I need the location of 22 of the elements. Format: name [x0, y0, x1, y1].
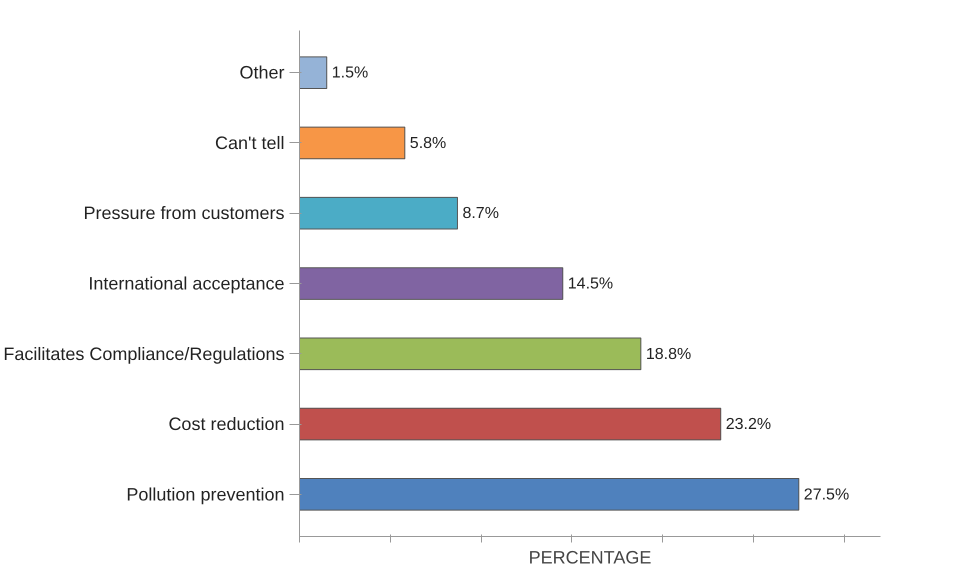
y-tick-label: Pollution prevention [126, 484, 285, 504]
data-label: 27.5% [804, 486, 850, 504]
bar [300, 337, 642, 370]
y-tick-label: Cost reduction [168, 414, 285, 434]
y-tick-label: Facilitates Compliance/Regulations [3, 344, 285, 364]
data-label: 23.2% [726, 416, 772, 434]
bar [300, 196, 458, 230]
x-axis-title: PERCENTAGE [528, 548, 652, 568]
y-tick-label: Other [239, 62, 285, 83]
data-label: 14.5% [568, 276, 614, 292]
bar [300, 126, 406, 160]
data-label: 5.8% [410, 134, 446, 152]
data-label: 8.7% [462, 205, 499, 222]
data-label: 18.8% [646, 346, 692, 363]
y-tick-label: Pressure from customers [83, 203, 285, 224]
bar [300, 478, 800, 511]
bar [300, 408, 722, 440]
y-tick-label: International acceptance [88, 274, 285, 294]
bar [300, 56, 328, 89]
bar [300, 267, 564, 300]
data-label: 1.5% [332, 64, 368, 82]
y-tick-label: Can't tell [215, 132, 284, 153]
